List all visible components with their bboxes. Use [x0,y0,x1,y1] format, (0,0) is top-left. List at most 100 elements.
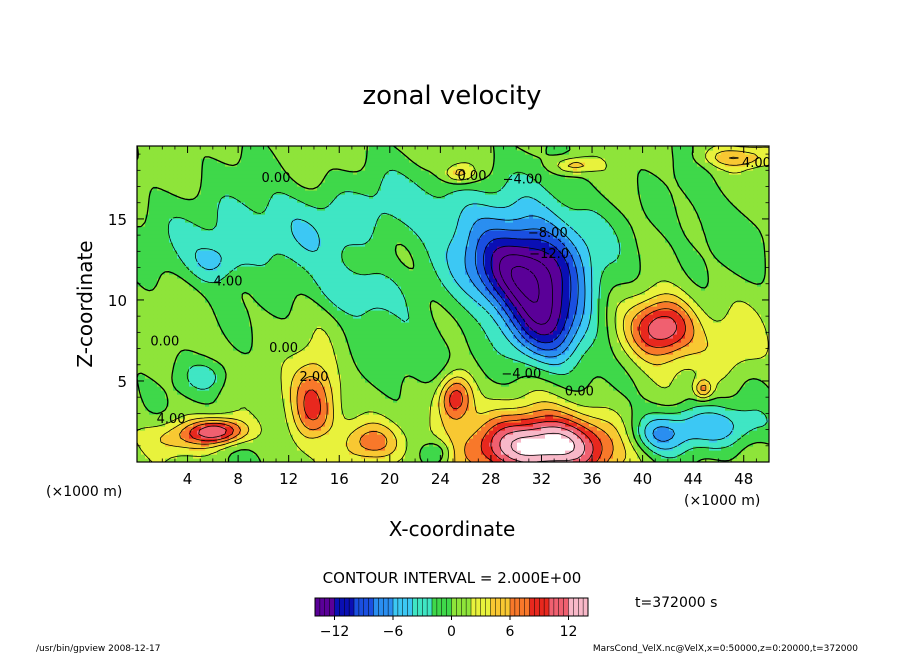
heatmap-cell [525,442,530,447]
heatmap-cell [149,334,154,339]
heatmap-cell [137,414,142,419]
heatmap-cell [581,338,586,343]
heatmap-cell [373,358,378,363]
heatmap-cell [533,386,538,391]
heatmap-cell [393,442,398,447]
heatmap-cell [185,434,190,439]
heatmap-cell [745,422,750,427]
heatmap-cell [641,362,646,367]
heatmap-cell [185,382,190,387]
heatmap-cell [513,422,518,427]
heatmap-cell [221,362,226,367]
heatmap-cell [381,430,386,435]
heatmap-cell [317,382,322,387]
heatmap-cell [173,402,178,407]
heatmap-cell [485,390,490,395]
heatmap-cell [385,430,390,435]
heatmap-cell [505,426,510,431]
heatmap-cell [293,410,298,415]
heatmap-cell [665,338,670,343]
heatmap-cell [581,446,586,451]
heatmap-cell [433,338,438,343]
heatmap-cell [669,450,674,455]
heatmap-cell [185,414,190,419]
heatmap-cell [249,410,254,415]
heatmap-cell [449,418,454,423]
heatmap-cell [137,426,142,431]
heatmap-cell [181,354,186,359]
heatmap-cell [269,386,274,391]
heatmap-cell [409,450,414,455]
heatmap-cell [285,414,290,419]
heatmap-cell [137,458,142,462]
heatmap-cell [497,434,502,439]
heatmap-cell [749,382,754,387]
heatmap-cell [393,370,398,375]
heatmap-cell [705,382,710,387]
heatmap-cell [357,342,362,347]
heatmap-cell [613,394,618,399]
heatmap-cell [641,374,646,379]
heatmap-cell [325,398,330,403]
heatmap-cell [245,450,250,455]
heatmap-cell [385,410,390,415]
heatmap-cell [149,442,154,447]
heatmap-cell [737,382,742,387]
heatmap-cell [521,398,526,403]
heatmap-cell [365,414,370,419]
heatmap-cell [757,358,762,363]
heatmap-cell [413,366,418,371]
heatmap-cell [517,426,522,431]
heatmap-cell [437,354,442,359]
heatmap-cell [737,458,742,462]
heatmap-cell [245,402,250,407]
heatmap-cell [201,346,206,351]
heatmap-cell [161,342,166,347]
heatmap-cell [169,346,174,351]
heatmap-cell [681,442,686,447]
heatmap-cell [161,434,166,439]
heatmap-cell [413,394,418,399]
heatmap-cell [265,402,270,407]
heatmap-cell [449,394,454,399]
heatmap-cell [417,354,422,359]
heatmap-cell [453,450,458,455]
heatmap-cell [533,454,538,459]
heatmap-cell [453,350,458,355]
heatmap-cell [565,458,570,462]
heatmap-cell [341,398,346,403]
heatmap-cell [289,418,294,423]
heatmap-cell [685,362,690,367]
heatmap-cell [217,426,222,431]
heatmap-cell [685,394,690,399]
heatmap-cell [141,458,146,462]
heatmap-cell [593,394,598,399]
heatmap-cell [501,422,506,427]
heatmap-cell [241,430,246,435]
heatmap-cell [521,370,526,375]
heatmap-cell [469,394,474,399]
heatmap-cell [309,422,314,427]
heatmap-cell [705,450,710,455]
heatmap-cell [613,446,618,451]
heatmap-cell [477,358,482,363]
heatmap-cell [341,382,346,387]
heatmap-cell [521,402,526,407]
heatmap-cell [237,438,242,443]
heatmap-cell [557,342,562,347]
heatmap-cell [465,402,470,407]
heatmap-cell [353,450,358,455]
heatmap-cell [577,362,582,367]
heatmap-cell [573,342,578,347]
heatmap-cell [665,342,670,347]
heatmap-cell [385,434,390,439]
heatmap-cell [537,458,542,462]
heatmap-cell [385,422,390,427]
heatmap-cell [261,446,266,451]
heatmap-cell [525,454,530,459]
heatmap-cell [477,382,482,387]
heatmap-cell [745,414,750,419]
heatmap-cell [481,446,486,451]
heatmap-cell [193,430,198,435]
heatmap-cell [657,414,662,419]
